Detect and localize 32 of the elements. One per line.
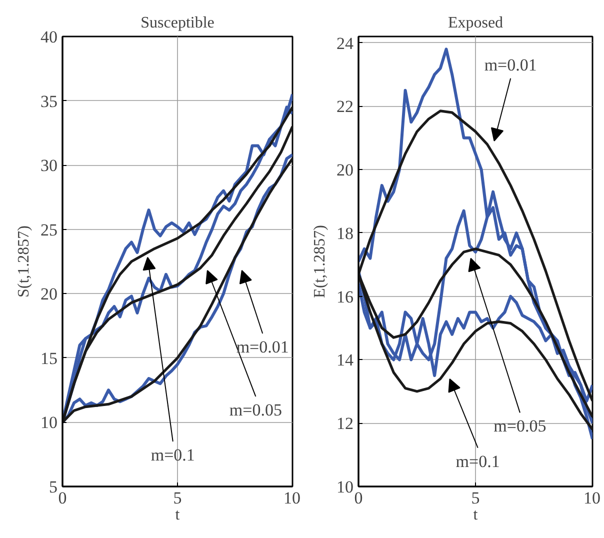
y-tick-label: 22 [336,97,354,116]
chart-title: Susceptible [140,14,214,32]
y-tick-label: 24 [336,34,354,53]
y-tick-label: 35 [40,92,58,111]
y-tick-label: 10 [40,413,58,432]
y-tick-label: 12 [336,414,354,434]
chart-title: Exposed [448,14,504,32]
y-axis-title: E(t,1.2857) [312,225,328,298]
y-tick-label: 14 [336,350,354,370]
y-tick-label: 18 [336,224,354,243]
x-tick-label: 5 [471,488,480,508]
x-tick-label: 10 [584,488,600,508]
y-tick-label: 25 [40,220,58,240]
y-tick-label: 20 [40,284,58,304]
y-tick-label: 15 [40,348,58,368]
annotation: m=0.05 [229,400,282,420]
annotation: m=0.1 [150,446,195,464]
annotation: m=0.01 [236,338,289,356]
annotation: m=0.01 [484,55,537,74]
annotation: m=0.05 [494,416,546,436]
x-tick-label: 5 [173,488,182,508]
y-axis-title: S(t,1.2857) [16,226,32,298]
x-axis-title: t [175,506,180,524]
x-tick-label: 0 [354,488,363,508]
x-tick-label: 10 [284,488,300,508]
y-tick-label: 16 [336,287,354,306]
x-axis-title: t [473,506,478,524]
y-tick-label: 30 [40,156,58,176]
x-tick-label: 0 [58,488,67,508]
y-tick-label: 20 [336,160,354,180]
y-tick-label: 40 [40,28,58,46]
annotation: m=0.1 [456,452,500,471]
